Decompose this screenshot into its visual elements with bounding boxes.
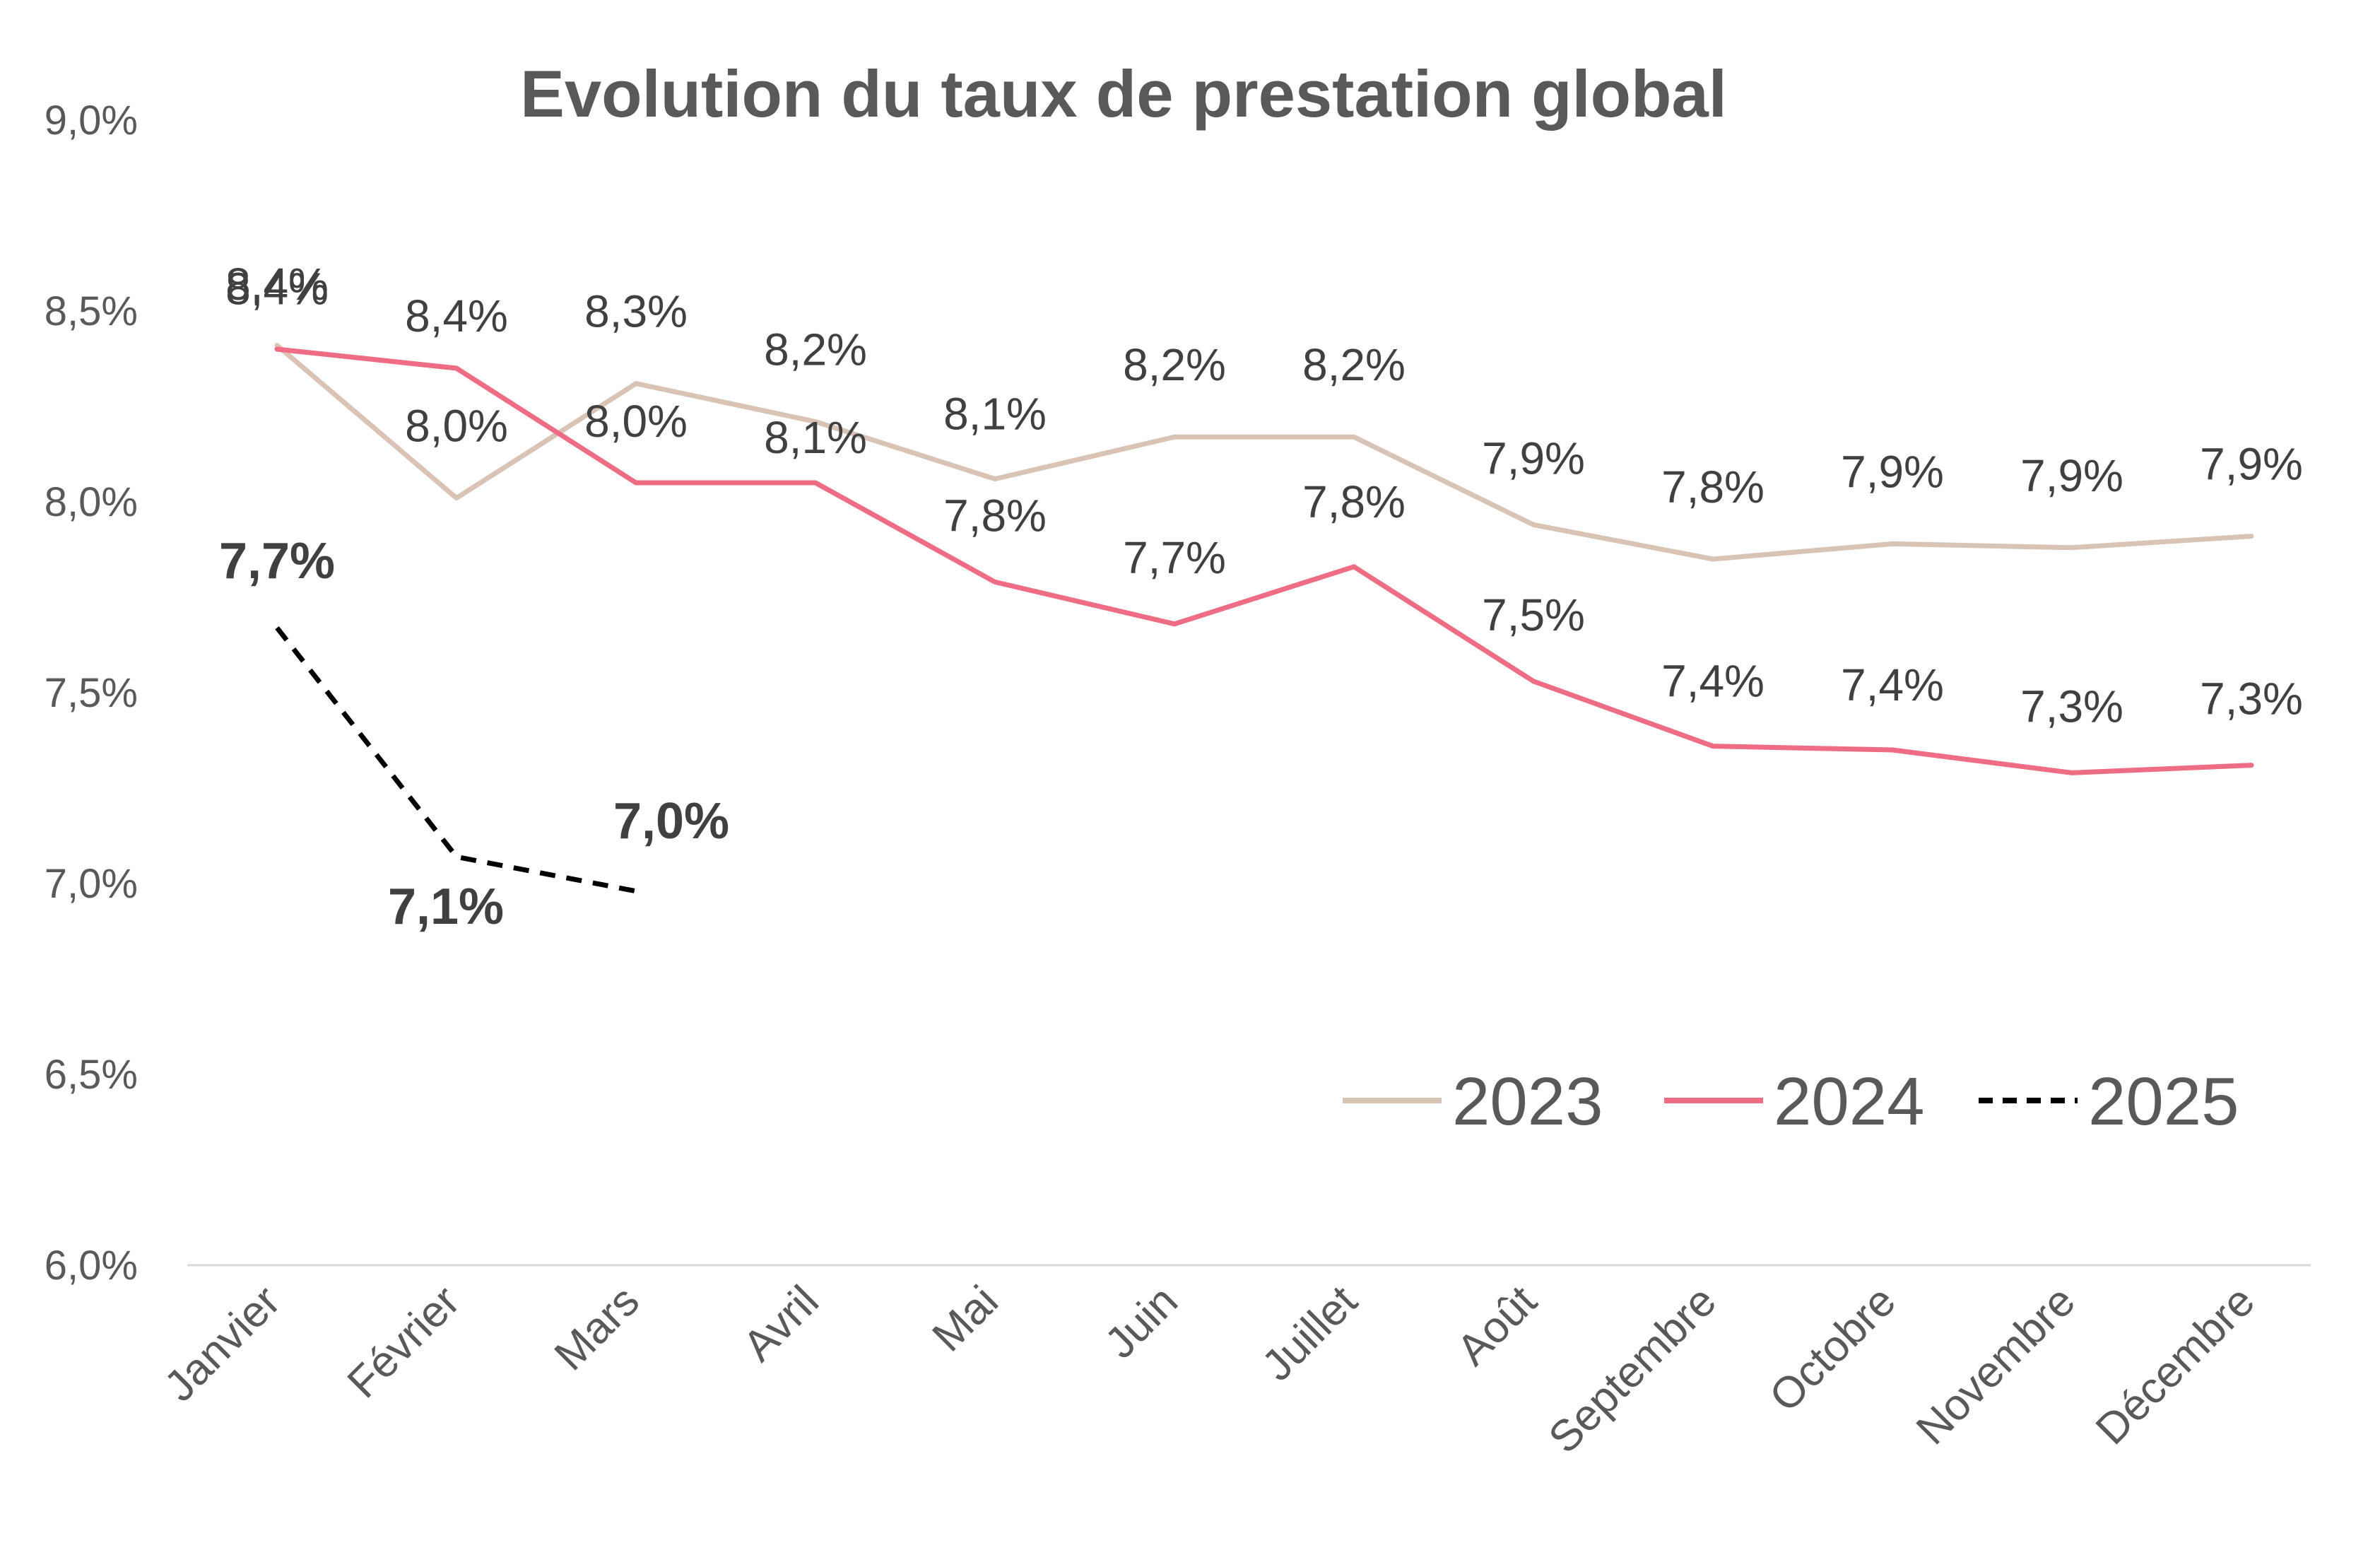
y-tick-label: 6,0% [45, 1243, 138, 1289]
data-label-2023: 8,0% [405, 401, 508, 452]
data-label-2023: 8,3% [584, 286, 688, 337]
data-label-2025: 7,7% [219, 533, 335, 589]
data-label-2024: 7,3% [2200, 674, 2303, 724]
legend-label-2025: 2025 [2088, 1064, 2239, 1139]
data-label-2023: 8,4% [225, 264, 329, 315]
chart-title: Evolution du taux de prestation global [520, 57, 1727, 131]
x-tick-label: Juillet [1253, 1277, 1367, 1390]
data-label-2024: 8,0% [584, 396, 688, 447]
data-label-2023: 7,9% [1841, 446, 1944, 497]
data-label-2024: 7,7% [1123, 532, 1226, 583]
y-tick-label: 7,5% [45, 670, 138, 716]
data-label-2024: 8,4% [405, 291, 508, 341]
data-label-2023: 7,9% [1482, 433, 1585, 483]
x-tick-label: Juin [1096, 1277, 1187, 1368]
data-label-2025: 7,1% [388, 879, 504, 935]
data-label-2025: 7,0% [613, 793, 729, 850]
x-tick-label: Octobre [1760, 1277, 1905, 1421]
legend-label-2024: 2024 [1774, 1064, 1925, 1139]
legend-label-2023: 2023 [1452, 1064, 1603, 1139]
data-label-2023: 8,2% [1123, 339, 1226, 390]
data-label-2023: 7,8% [1661, 462, 1765, 512]
data-label-2023: 8,1% [943, 389, 1047, 440]
data-label-2024: 7,4% [1661, 656, 1765, 707]
data-label-2023: 7,9% [2020, 450, 2123, 501]
series-line-2025 [275, 626, 637, 894]
y-tick-label: 8,0% [45, 479, 138, 525]
data-label-2024: 7,8% [1302, 476, 1406, 527]
series-line-2023 [274, 343, 2254, 562]
data-label-2024: 7,4% [1841, 659, 1944, 710]
data-label-2024: 7,3% [2020, 681, 2123, 732]
x-tick-label: Décembre [2087, 1277, 2264, 1454]
y-tick-label: 9,0% [45, 98, 138, 143]
y-tick-label: 8,5% [45, 288, 138, 334]
data-label-2024: 8,4% [225, 259, 329, 310]
data-label-2023: 7,9% [2200, 439, 2303, 490]
data-label-2024: 7,5% [1482, 589, 1585, 640]
x-tick-label: Février [338, 1277, 469, 1407]
data-label-2023: 8,2% [1302, 339, 1406, 390]
x-tick-label: Août [1448, 1277, 1546, 1375]
data-label-2024: 7,8% [943, 490, 1047, 541]
x-tick-label: Septembre [1540, 1277, 1726, 1462]
data-label-2023: 8,2% [764, 324, 867, 375]
y-tick-label: 6,5% [45, 1052, 138, 1098]
x-tick-label: Avril [734, 1277, 828, 1371]
x-tick-label: Mai [923, 1277, 1007, 1361]
x-tick-label: Novembre [1907, 1277, 2085, 1454]
x-tick-label: Mars [546, 1277, 649, 1380]
series-line-2024 [274, 346, 2254, 775]
x-tick-label: Janvier [155, 1277, 290, 1411]
data-label-2024: 8,1% [764, 412, 867, 463]
y-tick-label: 7,0% [45, 861, 138, 907]
